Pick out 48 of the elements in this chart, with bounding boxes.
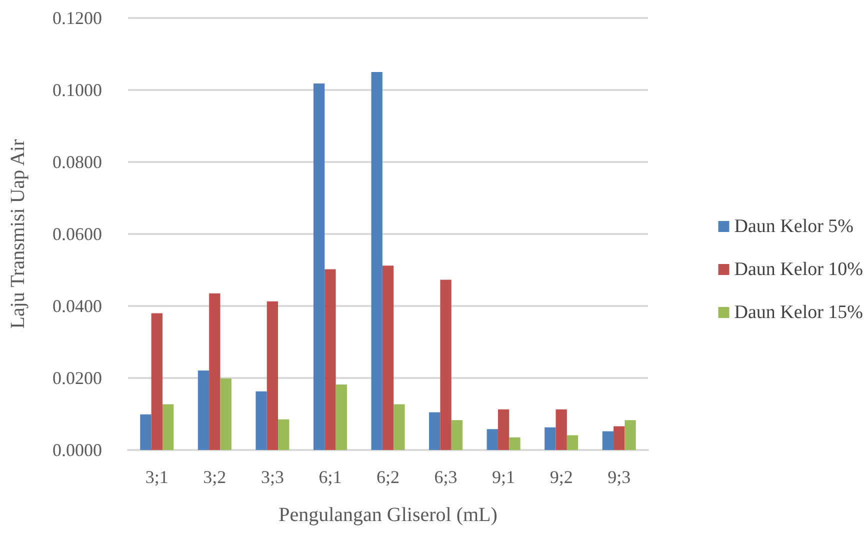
bar	[429, 412, 440, 450]
bar	[371, 72, 382, 450]
x-tick-label: 3;1	[145, 467, 168, 487]
bar	[162, 404, 174, 450]
legend-label: Daun Kelor 5%	[734, 216, 854, 237]
x-axis-title: Pengulangan Gliserol (mL)	[278, 504, 498, 526]
x-tick-label: 6;1	[318, 467, 342, 487]
bar	[556, 409, 567, 450]
bar	[624, 420, 636, 450]
bar	[278, 419, 290, 450]
y-tick-label: 0.1200	[52, 8, 102, 28]
x-tick-label: 9;1	[492, 467, 516, 487]
x-tick-label: 9;2	[550, 467, 573, 487]
bar	[440, 280, 452, 450]
legend-label: Daun Kelor 10%	[734, 259, 864, 280]
x-tick-label: 3;3	[260, 467, 284, 487]
y-tick-label: 0.0800	[52, 152, 102, 172]
bar	[394, 404, 405, 450]
bar	[566, 435, 578, 450]
y-tick-label: 0.0000	[52, 440, 102, 460]
bar	[220, 378, 232, 450]
y-axis-title: Laju Transmisi Uap Air	[7, 138, 29, 329]
legend-label: Daun Kelor 15%	[734, 302, 864, 323]
bar	[336, 384, 347, 450]
x-tick-label: 6;2	[376, 467, 400, 487]
bar	[602, 431, 614, 450]
y-tick-label: 0.1000	[52, 80, 102, 100]
bar	[266, 301, 278, 450]
bar	[382, 266, 394, 450]
bar	[544, 427, 556, 450]
bar	[313, 84, 325, 450]
y-tick-label: 0.0200	[52, 368, 102, 388]
bar	[486, 429, 498, 450]
bar	[209, 293, 220, 450]
bar	[509, 437, 520, 450]
bar	[451, 420, 463, 450]
x-tick-label: 9;3	[608, 467, 631, 487]
y-tick-label: 0.0600	[52, 224, 102, 244]
x-tick-label: 6;3	[434, 467, 458, 487]
bar	[614, 426, 625, 450]
x-tick-label: 3;2	[203, 467, 226, 487]
y-tick-label: 0.0400	[52, 296, 102, 316]
bar	[256, 391, 267, 450]
bar	[324, 269, 336, 450]
bar	[151, 313, 162, 450]
bar	[498, 409, 510, 450]
bar	[198, 370, 210, 450]
bar	[140, 414, 152, 450]
